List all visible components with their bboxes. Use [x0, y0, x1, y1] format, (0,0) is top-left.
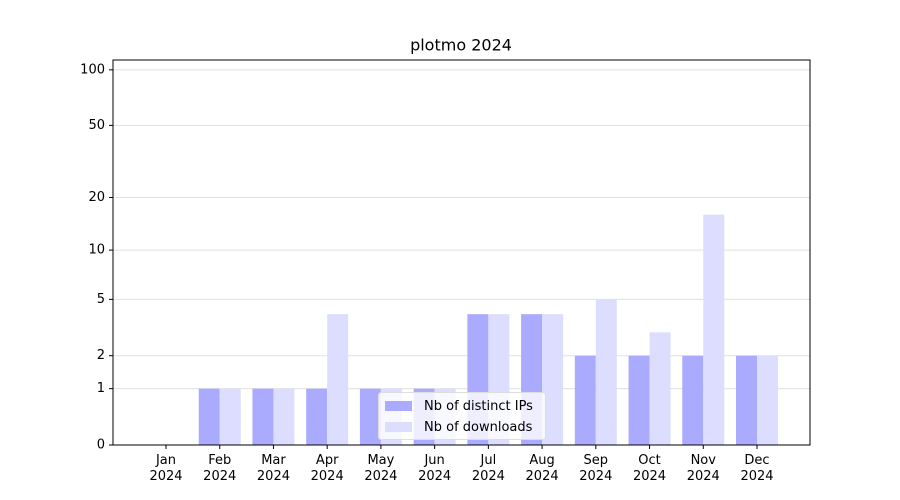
y-tick-label: 1 [97, 381, 105, 396]
y-tick-label: 5 [97, 292, 105, 307]
legend-swatch [385, 422, 412, 432]
x-tick-label: Mar 2024 [256, 453, 290, 484]
y-tick-label: 0 [97, 438, 105, 453]
y-tick-label: 50 [88, 118, 105, 133]
x-tick-label: Feb 2024 [203, 453, 237, 484]
bar [736, 355, 757, 445]
y-tick-label: 20 [88, 190, 105, 205]
bar [273, 388, 295, 445]
bar [252, 388, 274, 445]
x-tick-label: Dec 2024 [740, 453, 774, 484]
bar [703, 214, 725, 445]
y-tick-label: 10 [88, 243, 105, 258]
x-tick-label: Sep 2024 [579, 453, 613, 484]
bar [327, 314, 349, 445]
x-tick-label: Oct 2024 [632, 453, 667, 484]
bar [219, 388, 241, 445]
legend-swatch [385, 401, 412, 411]
bar [359, 388, 381, 445]
legend: Nb of distinct IPs Nb of downloads [378, 392, 546, 440]
bar [682, 355, 704, 445]
y-tick-label: 100 [80, 62, 105, 77]
legend-item: Nb of distinct IPs [385, 398, 533, 414]
bar [595, 299, 617, 445]
y-tick-label: 2 [97, 348, 105, 363]
chart-title: plotmo 2024 [410, 36, 512, 55]
bar [628, 355, 650, 445]
bar [306, 388, 328, 445]
legend-item: Nb of downloads [385, 419, 532, 435]
bar [757, 355, 778, 445]
x-tick-label: Jul 2024 [471, 453, 505, 484]
x-tick-label: Jun 2024 [418, 453, 452, 484]
bar [649, 332, 671, 445]
x-tick-label: May 2024 [364, 453, 398, 484]
plot-frame [112, 59, 811, 446]
x-tick-label: Jan 2024 [149, 453, 183, 484]
legend-label: Nb of downloads [424, 419, 533, 435]
bar [574, 355, 596, 445]
x-tick-label: Aug 2024 [525, 453, 559, 484]
bar [198, 388, 220, 445]
x-tick-label: Nov 2024 [686, 453, 720, 484]
bar [542, 314, 564, 445]
legend-label: Nb of distinct IPs [424, 398, 533, 414]
x-tick-label: Apr 2024 [310, 453, 344, 484]
